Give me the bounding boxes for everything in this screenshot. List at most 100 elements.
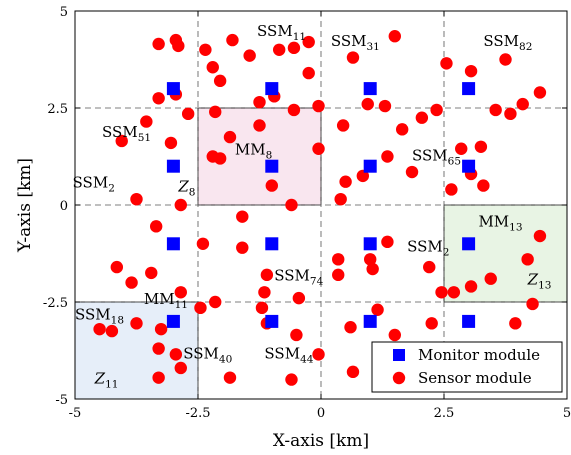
monitor-point-2 bbox=[363, 82, 377, 96]
x-tick-label-3: 2.5 bbox=[434, 406, 455, 421]
sensor-point-37 bbox=[504, 107, 517, 121]
y-tick-label-4: 5 bbox=[60, 5, 68, 20]
grid-lines bbox=[75, 11, 567, 399]
sensor-point-2 bbox=[172, 39, 185, 53]
monitor-point-12 bbox=[166, 314, 180, 328]
annotation-main-8: MM bbox=[478, 212, 509, 230]
annotation-1: SSM31 bbox=[331, 32, 380, 53]
sensor-point-101 bbox=[346, 365, 360, 379]
x-tick-label-2: 0 bbox=[317, 406, 325, 421]
annotation-main-6: SSM bbox=[73, 174, 109, 192]
sensor-point-77 bbox=[423, 260, 436, 274]
annotation-12: MM11 bbox=[144, 290, 188, 311]
sensor-point-11 bbox=[464, 64, 478, 78]
annotation-sub-10: 74 bbox=[310, 276, 324, 288]
annotation-sub-14: 40 bbox=[219, 353, 232, 365]
annotation-9: SSM2 bbox=[407, 238, 449, 259]
sensor-point-49 bbox=[445, 183, 458, 196]
sensor-point-8 bbox=[302, 35, 315, 49]
monitor-point-13 bbox=[265, 314, 279, 328]
sensor-point-96 bbox=[169, 348, 183, 361]
sensor-point-72 bbox=[332, 268, 345, 282]
sensor-point-53 bbox=[285, 198, 298, 212]
annotation-main-15: SSM bbox=[264, 344, 300, 362]
sensor-point-78 bbox=[435, 286, 448, 299]
annotation-3: SSM51 bbox=[102, 123, 151, 144]
data-points bbox=[93, 30, 547, 386]
y-tick-label-2: 0 bbox=[60, 199, 68, 214]
sensor-point-0 bbox=[152, 37, 165, 51]
sensor-point-82 bbox=[533, 229, 547, 243]
sensor-point-12 bbox=[499, 53, 512, 66]
annotation-main-1: SSM bbox=[331, 32, 367, 50]
x-tick-label-0: -5 bbox=[69, 406, 82, 421]
sensor-point-63 bbox=[196, 237, 210, 250]
sensor-point-79 bbox=[447, 286, 461, 299]
sensor-point-89 bbox=[290, 328, 303, 342]
annotation-sub-5: 65 bbox=[448, 155, 461, 167]
sensor-point-46 bbox=[474, 140, 488, 153]
annotation-main-11: Z bbox=[527, 271, 539, 289]
sensor-point-10 bbox=[388, 30, 401, 43]
sensor-point-36 bbox=[489, 103, 502, 117]
sensor-point-100 bbox=[285, 373, 298, 386]
sensor-point-48 bbox=[477, 179, 490, 192]
x-tick-label-4: 5 bbox=[563, 406, 571, 421]
sensor-point-81 bbox=[484, 272, 497, 285]
annotation-11: Z13 bbox=[527, 271, 552, 292]
sensor-point-4 bbox=[226, 33, 239, 47]
sensor-point-45 bbox=[455, 142, 468, 155]
monitor-point-15 bbox=[462, 314, 476, 328]
annotation-main-7: Z bbox=[177, 177, 189, 195]
sensor-point-21 bbox=[302, 66, 315, 80]
sensor-point-33 bbox=[395, 123, 409, 136]
sensor-point-60 bbox=[110, 260, 124, 274]
x-axis-label: X-axis [km] bbox=[273, 431, 369, 451]
sensor-point-17 bbox=[181, 107, 195, 121]
annotation-sub-0: 11 bbox=[293, 31, 306, 43]
sensor-point-98 bbox=[152, 371, 165, 384]
annotation-sub-11: 13 bbox=[538, 280, 551, 292]
sensor-point-57 bbox=[149, 220, 163, 233]
annotation-main-0: SSM bbox=[257, 22, 293, 40]
sensor-point-6 bbox=[272, 43, 286, 56]
sensor-point-9 bbox=[346, 51, 360, 64]
legend-monitor-marker bbox=[393, 349, 405, 361]
annotation-13: SSM18 bbox=[75, 305, 124, 326]
sensor-point-61 bbox=[125, 276, 138, 289]
sensor-point-92 bbox=[105, 324, 119, 338]
annotation-7: Z8 bbox=[177, 177, 195, 198]
annotation-sub-12: 11 bbox=[175, 299, 188, 311]
sensor-point-56 bbox=[334, 192, 347, 206]
sensor-point-91 bbox=[93, 322, 106, 336]
sensor-point-23 bbox=[140, 115, 153, 128]
sensor-point-16 bbox=[152, 92, 165, 105]
sensor-point-83 bbox=[521, 253, 534, 266]
sensor-point-58 bbox=[236, 210, 249, 223]
sensor-point-68 bbox=[258, 286, 271, 299]
annotation-14: SSM40 bbox=[183, 344, 232, 365]
monitor-point-8 bbox=[166, 237, 180, 251]
annotation-main-12: MM bbox=[144, 290, 175, 308]
sensor-point-90 bbox=[312, 348, 325, 361]
sensor-point-14 bbox=[206, 61, 219, 74]
monitor-point-1 bbox=[265, 82, 279, 96]
axis-ticks: -5-5 -2.5 -2.5 0 0 2.5 2.5 5 5 bbox=[43, 5, 571, 421]
sensor-point-70 bbox=[292, 291, 306, 305]
annotation-main-10: SSM bbox=[274, 267, 310, 285]
sensor-point-3 bbox=[199, 43, 212, 56]
annotation-5: SSM65 bbox=[412, 146, 461, 167]
annotation-main-13: SSM bbox=[75, 305, 111, 323]
sensor-point-52 bbox=[265, 179, 278, 192]
sensor-point-69 bbox=[255, 301, 269, 315]
annotation-main-16: Z bbox=[94, 369, 106, 387]
sensor-point-54 bbox=[339, 175, 352, 188]
annotation-15: SSM44 bbox=[264, 344, 313, 365]
legend-monitor-label: Monitor module bbox=[418, 346, 540, 364]
sensor-point-65 bbox=[209, 295, 222, 309]
sensor-point-95 bbox=[152, 342, 165, 355]
annotation-10: SSM74 bbox=[274, 267, 323, 288]
annotation-main-14: SSM bbox=[183, 344, 219, 362]
sensor-point-32 bbox=[378, 99, 392, 113]
